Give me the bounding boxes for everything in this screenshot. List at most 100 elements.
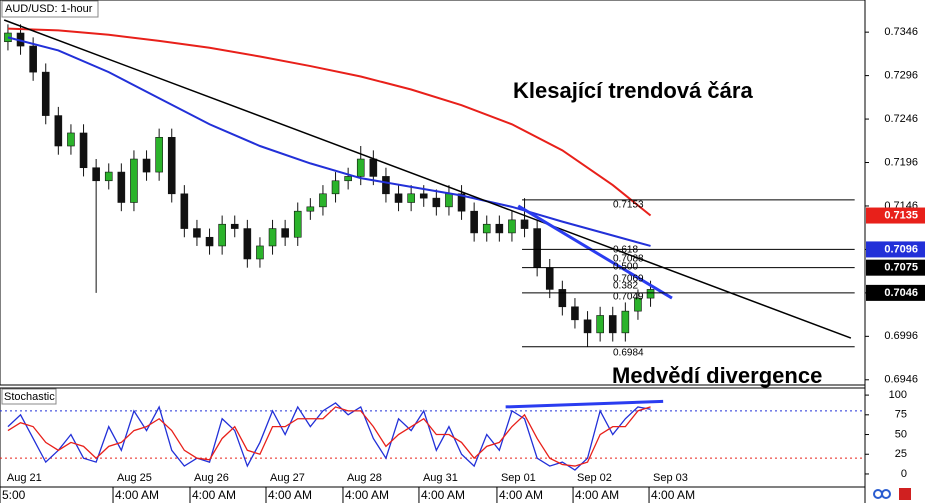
candle-body [533, 228, 541, 268]
time-label: 4:00 AM [499, 488, 543, 502]
candle-body [155, 137, 163, 173]
price-tag-label: 0.7135 [884, 209, 918, 221]
candle-body [457, 193, 466, 212]
candle-body [230, 223, 239, 229]
y-tick-label: 0.7346 [884, 26, 918, 38]
fib-label: 0.618 [613, 245, 638, 256]
candle-body [344, 176, 352, 182]
fib-label: 0.7153 [613, 200, 644, 211]
trendline [517, 204, 673, 300]
candle-body [634, 297, 642, 312]
link-icon[interactable] [881, 489, 891, 499]
stoch-title: Stochastic [4, 391, 55, 403]
date-label: Aug 28 [347, 472, 382, 484]
divergence-line [505, 399, 664, 409]
candle-body [470, 210, 478, 234]
date-label: Sep 01 [501, 472, 536, 484]
time-label: 4:00 AM [575, 488, 619, 502]
candle-body [281, 228, 289, 238]
date-label: Sep 02 [577, 472, 612, 484]
candle-body [369, 158, 378, 177]
link-icon[interactable] [873, 489, 883, 499]
candle-body [41, 71, 50, 116]
candle-body [205, 236, 214, 247]
candle-body [29, 45, 37, 73]
price-tag [866, 259, 925, 276]
stoch-title-box [1, 388, 57, 405]
candle-body [407, 193, 415, 203]
date-label: Aug 26 [194, 472, 229, 484]
candle-body [571, 306, 579, 321]
close-icon[interactable] [899, 488, 911, 500]
candle-body [558, 289, 567, 308]
price-tag [866, 241, 925, 258]
price-tag-label: 0.7075 [884, 262, 918, 274]
candle-body [293, 210, 302, 238]
y-tick-label: 0.6996 [884, 330, 918, 342]
candle-body [394, 193, 403, 203]
time-label: 4:00 AM [192, 488, 236, 502]
annotation: Medvědí divergence [612, 363, 822, 388]
fib-label: 0.7088 [613, 254, 644, 265]
candle-body [218, 223, 226, 247]
fib-label: 0.500 [613, 262, 638, 273]
y-tick-label: 0.6946 [884, 374, 918, 386]
y-tick-label: 0.7246 [884, 113, 918, 125]
date-label: Aug 27 [270, 472, 305, 484]
title-box [1, 0, 99, 18]
candle-body [117, 171, 126, 203]
candle-body [520, 219, 529, 229]
y-tick-label: 25 [895, 448, 907, 460]
y-tick-label: 0 [901, 468, 907, 480]
candle-body [104, 171, 113, 182]
stochastic-line [7, 406, 651, 467]
price-tag-label: 0.7096 [884, 243, 918, 255]
candle-body [596, 315, 604, 334]
time-label: 4:00 AM [115, 488, 159, 502]
date-label: Aug 25 [117, 472, 152, 484]
moving-average [7, 27, 652, 217]
candle-body [432, 197, 441, 208]
fib-label: 0.7069 [613, 274, 644, 285]
candle-body [545, 267, 554, 290]
time-label: 5:00 [2, 488, 26, 502]
trendline [3, 19, 852, 339]
time-label: 4:00 AM [421, 488, 465, 502]
fib-label: 0.382 [613, 281, 638, 292]
moving-average [7, 36, 651, 247]
price-tag [866, 207, 925, 224]
candle-body [508, 219, 516, 234]
candle-body [130, 158, 138, 203]
y-tick-label: 75 [895, 409, 907, 421]
y-tick-label: 0.7296 [884, 70, 918, 82]
candle-body [167, 137, 176, 195]
candle-body [419, 193, 428, 199]
y-tick-label: 50 [895, 428, 907, 440]
toolbar-icons[interactable] [873, 488, 911, 500]
fib-label: 0.7049 [613, 292, 644, 303]
candle-body [142, 158, 151, 173]
candle-body [193, 228, 201, 238]
candle-body [646, 289, 655, 299]
candle-body [445, 193, 453, 208]
price-panel [0, 0, 866, 386]
stochastic-line [7, 402, 651, 471]
candle-body [79, 132, 88, 169]
candle-body [92, 167, 100, 182]
candle-body [256, 245, 264, 260]
date-label: Aug 31 [423, 472, 458, 484]
annotation: Klesající trendová čára [513, 78, 753, 103]
time-label: 4:00 AM [345, 488, 389, 502]
time-label: 4:00 AM [651, 488, 695, 502]
chart-title: AUD/USD: 1-hour [5, 3, 93, 15]
candle-body [67, 132, 75, 147]
candle-body [331, 180, 340, 195]
candle-body [495, 223, 504, 234]
candle-body [180, 193, 189, 229]
candle-body [608, 315, 617, 334]
candle-body [482, 223, 491, 234]
time-label: 4:00 AM [268, 488, 312, 502]
price-tag [866, 284, 925, 301]
